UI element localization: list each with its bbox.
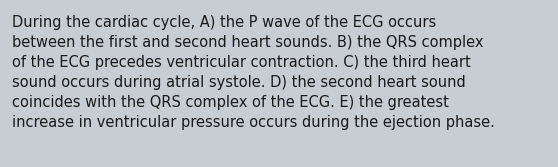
Text: During the cardiac cycle, A) the P wave of the ECG occurs
between the first and : During the cardiac cycle, A) the P wave …: [12, 15, 495, 130]
